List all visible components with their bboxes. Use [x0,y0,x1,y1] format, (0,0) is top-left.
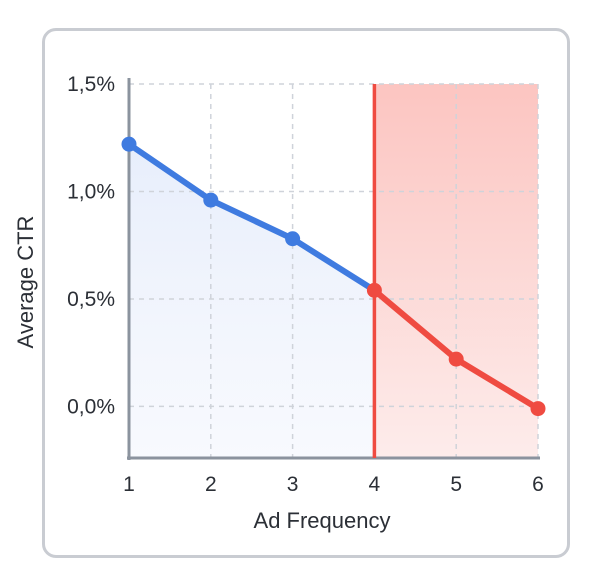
y-tick-label: 1,5% [67,73,115,96]
data-point [203,192,219,208]
area-fill [129,144,375,459]
x-axis-title: Ad Frequency [254,508,391,533]
x-tick-label: 4 [369,473,381,496]
series-line-segment [371,287,460,363]
y-tick-label: 1,0% [67,180,115,203]
data-point [448,351,464,367]
x-tick-label: 1 [123,473,135,496]
x-tick-label: 6 [532,473,544,496]
series-line-segment [453,356,541,412]
y-tick-label: 0,0% [67,395,115,418]
y-axis-title: Average CTR [13,216,38,349]
x-tick-label: 5 [450,473,462,496]
x-tick-label: 3 [287,473,299,496]
series-line-segment [289,235,378,294]
y-tick-label: 0,5% [67,288,115,311]
data-point [366,282,382,298]
series-line-segment [207,197,296,242]
data-point [530,401,546,417]
series-line-segment [126,141,214,204]
threshold-region [374,84,538,458]
data-point [285,231,301,247]
data-point [121,136,137,152]
x-tick-label: 2 [205,473,217,496]
